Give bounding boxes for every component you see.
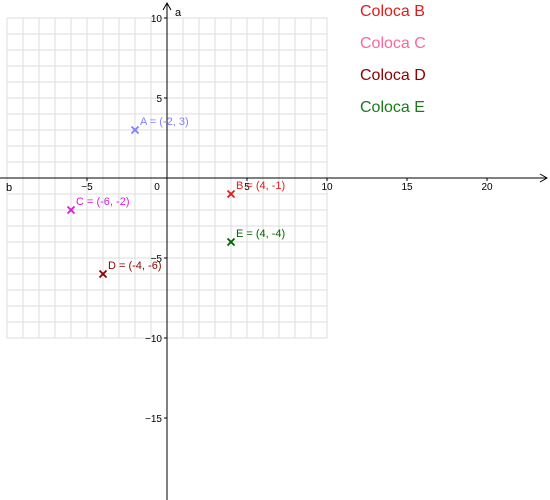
y-tick-label: 10 xyxy=(151,14,163,25)
coloca-e-button[interactable]: Coloca E xyxy=(360,99,425,116)
axis-tick-labels: −5 0 5 10 15 20 10 5 −5 −10 −15 xyxy=(81,14,493,425)
point-label: B = (4, -1) xyxy=(236,180,285,192)
y-axis-label: a xyxy=(175,7,182,19)
point-a[interactable]: A = (-2, 3) xyxy=(130,116,189,135)
x-tick-label: −5 xyxy=(81,182,93,193)
coloca-c-button[interactable]: Coloca C xyxy=(360,35,426,52)
coloca-d-button[interactable]: Coloca D xyxy=(360,67,426,84)
point-label: C = (-6, -2) xyxy=(76,196,129,208)
y-tick-label: −15 xyxy=(145,414,162,425)
y-tick-label: 5 xyxy=(156,94,162,105)
point-b[interactable]: B = (4, -1) xyxy=(226,180,286,199)
x-tick-label: 15 xyxy=(401,182,413,193)
y-tick-label: −10 xyxy=(145,334,162,345)
y-tick-label: −5 xyxy=(151,254,163,265)
point-marker[interactable] xyxy=(226,189,236,199)
x-tick-label: 10 xyxy=(321,182,333,193)
point-label: E = (4, -4) xyxy=(236,228,285,240)
point-marker[interactable] xyxy=(66,205,76,215)
x-tick-label: 5 xyxy=(244,182,250,193)
x-axis-label: b xyxy=(6,182,12,194)
point-label: D = (-4, -6) xyxy=(108,260,161,272)
point-marker[interactable] xyxy=(226,237,236,247)
x-tick-label: 0 xyxy=(154,182,160,193)
x-tick-label: 20 xyxy=(481,182,493,193)
point-label: A = (-2, 3) xyxy=(140,116,189,128)
point-e[interactable]: E = (4, -4) xyxy=(226,228,286,247)
points-layer[interactable]: A = (-2, 3) B = (4, -1) C = (-6, -2) D = (-… xyxy=(66,116,286,279)
coloca-b-button[interactable]: Coloca B xyxy=(360,3,425,20)
point-marker[interactable] xyxy=(98,269,108,279)
point-marker[interactable] xyxy=(130,125,140,135)
x-axis-arrow xyxy=(539,173,549,183)
point-c[interactable]: C = (-6, -2) xyxy=(66,196,130,215)
y-axis-arrow xyxy=(162,1,172,11)
point-d[interactable]: D = (-4, -6) xyxy=(98,260,162,279)
